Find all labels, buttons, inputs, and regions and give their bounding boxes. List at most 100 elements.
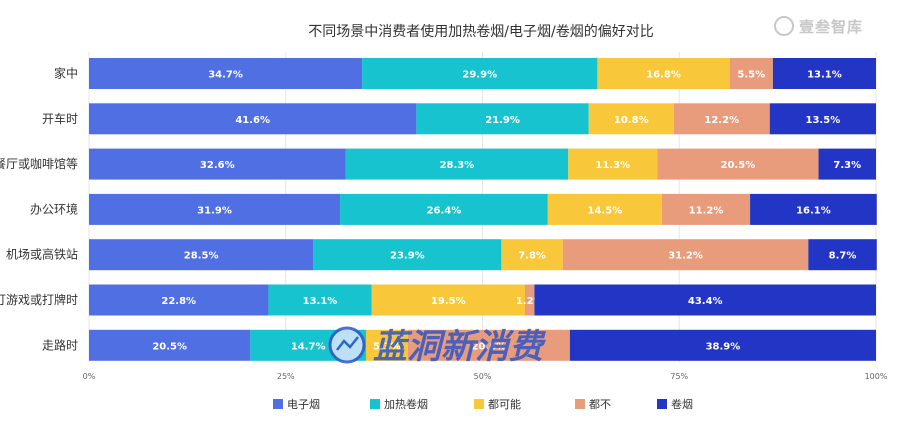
- x-tick-label: 75%: [670, 372, 688, 381]
- data-label: 34.7%: [208, 70, 243, 81]
- bar-segment: [362, 58, 598, 89]
- bar-segment: [673, 103, 770, 135]
- bar-segment: [313, 239, 502, 271]
- chart-title: 不同场景中消费者使用加热卷烟/电子烟/卷烟的偏好对比: [308, 23, 653, 40]
- x-tick-label: 50%: [474, 372, 492, 381]
- data-label: 5.5%: [737, 70, 765, 81]
- bar-segment: [661, 193, 751, 225]
- data-label: 1.2%: [516, 296, 544, 307]
- data-label: 21.9%: [485, 115, 520, 126]
- bar-segment: [345, 148, 569, 180]
- bar-segment: [89, 58, 363, 89]
- legend-label: 卷烟: [671, 397, 693, 411]
- bars: 34.7% 29.9% 16.8% 5.5% 13.1% 41.6% 21.9% 10.8% 1…: [89, 58, 877, 361]
- data-label: 38.9%: [706, 341, 741, 352]
- data-label: 20.5%: [152, 341, 187, 352]
- data-label: 12.2%: [704, 115, 739, 126]
- watermark-logo-line-icon: [336, 336, 359, 351]
- data-label: 16.8%: [646, 70, 681, 81]
- bar-segment: [407, 329, 570, 361]
- legend-label: 加热卷烟: [384, 397, 428, 411]
- legend-swatch: [657, 399, 667, 409]
- bar-segment: [569, 329, 876, 361]
- bar-segment: [597, 58, 730, 89]
- bar-segment: [89, 148, 346, 180]
- category-label: 家中: [54, 66, 78, 81]
- bar-segment: [818, 148, 876, 180]
- data-label: 29.9%: [462, 70, 497, 81]
- bar-segment: [750, 193, 877, 225]
- x-tick-label: 0%: [83, 372, 96, 381]
- brand-logo: 壹叁智库: [774, 16, 863, 36]
- data-label: 13.1%: [807, 70, 842, 81]
- data-label: 14.5%: [588, 205, 623, 216]
- data-label: 11.3%: [595, 160, 630, 171]
- bar-segment: [340, 193, 548, 225]
- bar-segment: [501, 239, 563, 271]
- data-label: 13.1%: [303, 296, 338, 307]
- legend-label: 都不: [589, 398, 611, 411]
- category-label: 办公环境: [30, 201, 78, 216]
- data-label: 43.4%: [688, 296, 723, 307]
- category-label: 餐厅或咖啡馆等: [0, 156, 78, 171]
- x-tick-label: 25%: [277, 372, 295, 381]
- bar-segment: [588, 103, 674, 135]
- watermark-text: 蓝洞新消费: [373, 327, 546, 367]
- legend-swatch: [370, 399, 380, 409]
- bar-segment: [89, 103, 417, 135]
- legend-swatch: [273, 399, 283, 409]
- data-label: 10.8%: [614, 115, 649, 126]
- bar-segment: [89, 239, 314, 271]
- data-label: 11.2%: [689, 205, 724, 216]
- legend-label: 都可能: [488, 397, 521, 411]
- data-label: 19.5%: [431, 296, 466, 307]
- legend-label: 电子烟: [287, 397, 320, 411]
- data-label: 7.8%: [518, 251, 546, 262]
- brand-name: 壹叁智库: [799, 18, 863, 36]
- data-label: 20.5%: [721, 160, 756, 171]
- category-label: 机场或高铁站: [6, 247, 78, 262]
- bar-segment: [416, 103, 589, 135]
- data-label: 8.7%: [829, 251, 857, 262]
- data-label: 16.1%: [796, 205, 831, 216]
- data-label: 20.6%: [471, 341, 506, 352]
- bar-segment: [89, 329, 251, 361]
- data-label: 5.3%: [373, 341, 401, 352]
- data-label: 13.5%: [806, 115, 841, 126]
- x-tick-label: 100%: [865, 372, 888, 381]
- category-label: 走路时: [42, 337, 78, 352]
- bar-segment: [729, 58, 773, 89]
- bar-segment: [371, 284, 525, 316]
- legend-swatch: [474, 399, 484, 409]
- bar-segment: [808, 239, 877, 271]
- bar-segment: [89, 284, 269, 316]
- bar-segment: [524, 284, 535, 316]
- data-label: 22.8%: [161, 296, 196, 307]
- bar-segment: [366, 329, 408, 361]
- data-label: 32.6%: [200, 160, 235, 171]
- bar-segment: [769, 103, 876, 135]
- bar-segment: [568, 148, 658, 180]
- data-label: 31.2%: [668, 251, 703, 262]
- bar-segment: [562, 239, 809, 271]
- category-label: 开车时: [42, 111, 78, 126]
- data-label: 28.3%: [440, 160, 475, 171]
- legend-swatch: [575, 399, 585, 409]
- category-label: 打游戏或打牌时: [0, 293, 78, 307]
- data-label: 7.3%: [833, 160, 861, 171]
- watermark: 蓝洞新消费: [328, 326, 546, 367]
- bar-segment: [268, 284, 372, 316]
- bar-segment: [534, 284, 876, 316]
- bar-segment: [547, 193, 662, 225]
- data-label: 28.5%: [184, 251, 219, 262]
- data-label: 31.9%: [197, 205, 232, 216]
- legend: 电子烟 加热卷烟 都可能 都不 卷烟: [273, 397, 693, 411]
- data-label: 14.7%: [291, 341, 326, 352]
- data-label: 26.4%: [427, 205, 462, 216]
- x-axis-ticks: 0% 25% 50% 75% 100%: [83, 372, 888, 381]
- data-label: 41.6%: [235, 115, 270, 126]
- bar-segment: [772, 58, 876, 89]
- bar-segment: [89, 193, 341, 225]
